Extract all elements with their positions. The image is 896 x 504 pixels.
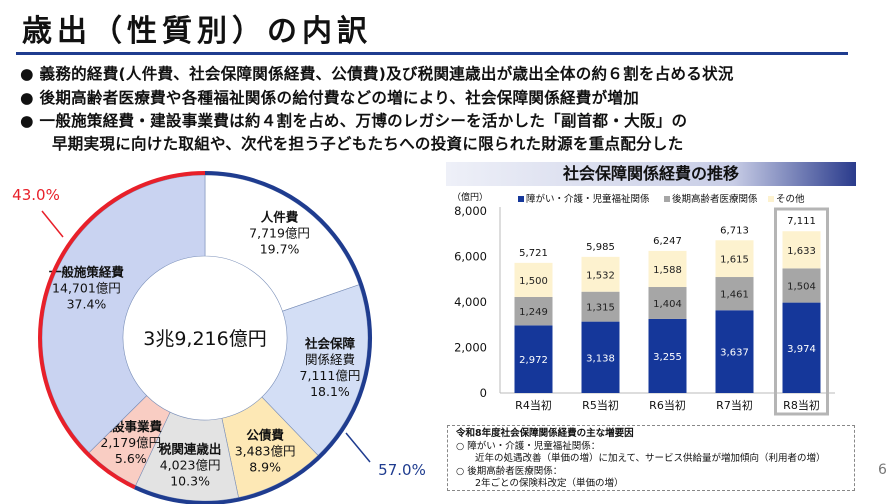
donut-slice-0 — [204, 174, 360, 312]
note-title: 令和8年度社会保障関係経費の主な増要因 — [456, 428, 634, 439]
donut-label-0: 人件費 — [261, 209, 299, 224]
page-number: 6 — [878, 462, 887, 478]
bar-value-label: 1,633 — [787, 246, 816, 257]
bar-segment — [782, 268, 821, 303]
donut-slice-5 — [41, 174, 206, 453]
bullet-3: ● 一般施策経費・建設事業費は約４割を占め、万博のレガシーを活かした「副首都・大… — [20, 112, 688, 130]
bullet-3-cont: 早期実現に向けた取組や、次代を担う子どもたちへの投資に限られた財源を重点配分した — [52, 135, 684, 153]
highlight-box — [774, 207, 829, 416]
bar-total-label: 6,247 — [653, 236, 682, 247]
bar-segment — [782, 231, 821, 269]
donut-label-0: 19.7% — [260, 241, 300, 256]
arrow-57 — [345, 432, 371, 463]
y-tick-label: 0 — [480, 386, 487, 400]
bar-value-label: 3,255 — [653, 352, 682, 363]
donut-label-5: 14,701億円 — [52, 280, 121, 295]
x-tick-label: R6当初 — [649, 398, 686, 412]
bar-value-label: 1,500 — [519, 276, 548, 287]
group-rim-0 — [133, 171, 372, 504]
bar-segment — [514, 296, 553, 326]
donut-label-2: 3,483億円 — [235, 444, 296, 459]
y-axis-unit: （億円） — [452, 191, 488, 203]
donut-label-5: 一般施策経費 — [49, 264, 125, 279]
note-box: 令和8年度社会保障関係経費の主な増要因 ○ 障がい・介護・児童福祉関係： 近年の… — [447, 425, 855, 491]
donut-slice-1 — [261, 284, 369, 456]
bar-value-label: 1,532 — [586, 270, 615, 281]
legend-swatch-2 — [768, 196, 774, 202]
bar-chart-title: 社会保障関係経費の推移 — [446, 162, 856, 186]
donut-label-3: 4,023億円 — [160, 458, 221, 473]
group-label-43: 43.0% — [12, 186, 60, 204]
donut-label-3: 税関連歳出 — [159, 442, 222, 457]
bar-value-label: 1,404 — [653, 299, 682, 310]
page-title: 歳出（性質別）の内訳 — [22, 14, 372, 49]
donut-label-2: 公債費 — [246, 428, 284, 443]
bar-segment — [514, 262, 553, 297]
donut-label-0: 7,719億円 — [249, 225, 310, 240]
donut-label-1: 関係経費 — [305, 352, 355, 367]
legend-swatch-1 — [664, 196, 670, 202]
bar-value-label: 1,461 — [720, 290, 749, 301]
note-line: 近年の処遇改善（単価の増）に加えて、サービス供給量が増加傾向（利用者の増） — [456, 453, 826, 464]
bar-total-label: 5,985 — [586, 242, 615, 253]
x-tick-label: R4当初 — [515, 398, 552, 412]
y-tick-label: 4,000 — [454, 295, 487, 309]
bar-value-label: 3,637 — [720, 348, 749, 359]
group-rim-1 — [38, 171, 206, 490]
donut-label-4: 2,179億円 — [100, 435, 161, 450]
bar-segment — [715, 240, 754, 278]
bar-segment — [581, 321, 620, 393]
bar-segment — [581, 291, 620, 322]
bar-total-label: 7,111 — [787, 216, 816, 227]
arrow-43 — [41, 210, 64, 238]
bar-value-label: 1,615 — [720, 255, 749, 266]
bar-segment — [715, 310, 754, 393]
bar-segment — [648, 318, 687, 393]
bar-segment — [782, 302, 821, 393]
bullet-2: ● 後期高齢者医療費や各種福祉関係の給付費などの増により、社会保障関係経費が増加 — [20, 89, 639, 107]
bar-value-label: 3,138 — [586, 353, 615, 364]
donut-label-4: 5.6% — [115, 451, 147, 466]
legend-label-1: 後期高齢者医療関係 — [672, 193, 758, 205]
bar-total-label: 6,713 — [720, 225, 749, 236]
note-line: ○ 後期高齢者医療関係： — [456, 465, 563, 477]
bar-value-label: 1,249 — [519, 307, 548, 318]
y-tick-label: 6,000 — [454, 250, 487, 264]
donut-label-3: 10.3% — [170, 474, 210, 489]
bar-segment — [715, 277, 754, 311]
bar-segment — [648, 287, 687, 319]
bar-value-label: 1,588 — [653, 265, 682, 276]
bar-segment — [648, 250, 687, 288]
bar-value-label: 1,315 — [586, 303, 615, 314]
donut-label-1: 社会保障 — [304, 336, 356, 351]
x-tick-label: R8当初 — [783, 398, 820, 412]
donut-label-1: 7,111億円 — [300, 368, 361, 383]
donut-label-1: 18.1% — [310, 384, 350, 399]
x-tick-label: R5当初 — [582, 398, 619, 412]
note-line: 2年ごとの保険料改定（単価の増） — [456, 478, 624, 489]
legend-label-2: その他 — [776, 193, 805, 205]
y-tick-label: 8,000 — [454, 204, 487, 218]
bar-value-label: 1,504 — [787, 281, 816, 292]
bar-segment — [514, 325, 553, 393]
donut-label-5: 37.4% — [67, 296, 107, 311]
bar-value-label: 2,972 — [519, 355, 548, 366]
group-label-57: 57.0% — [378, 461, 426, 479]
donut-label-2: 8.9% — [249, 460, 281, 475]
bar-segment — [581, 256, 620, 292]
donut-center-label: 3兆9,216億円 — [143, 328, 266, 350]
title-divider — [16, 52, 848, 55]
bullet-1: ● 義務的経費(人件費、社会保障関係経費、公債費)及び税関連歳出が歳出全体の約６… — [20, 65, 734, 83]
legend-label-0: 障がい・介護・児童福祉関係 — [526, 193, 650, 205]
bar-value-label: 3,974 — [787, 344, 816, 355]
x-tick-label: R7当初 — [716, 398, 753, 412]
bar-total-label: 5,721 — [519, 248, 548, 259]
note-line: ○ 障がい・介護・児童福祉関係： — [456, 440, 601, 452]
y-tick-label: 2,000 — [454, 341, 487, 355]
legend-swatch-0 — [518, 196, 524, 202]
